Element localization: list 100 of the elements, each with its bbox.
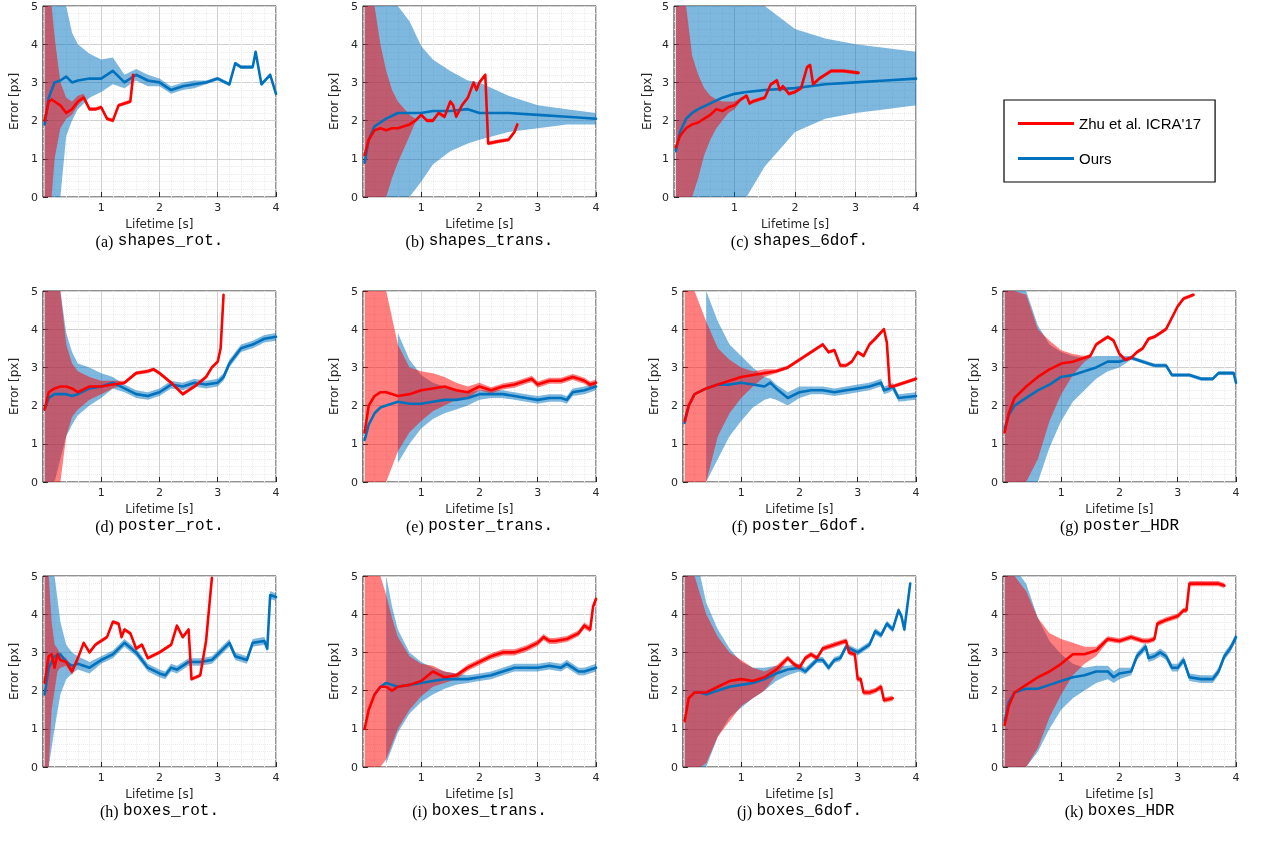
- text: (j) boxes_6dof.: [736, 802, 863, 821]
- y-tick-label: 3: [30, 75, 38, 89]
- x-tick-label: 3: [214, 201, 222, 214]
- x-tick-label: 2: [155, 201, 163, 214]
- x-tick-label: 4: [592, 201, 600, 214]
- line-series: [363, 385, 598, 442]
- x-tick-label: 2: [475, 201, 483, 214]
- y-tick-label: 2: [990, 684, 998, 698]
- y-tick-label: 0: [30, 190, 38, 204]
- x-axis-title: Lifetime [s]: [1085, 786, 1154, 801]
- y-axis-title: Error [px]: [967, 357, 981, 416]
- y-tick-label: 4: [662, 37, 669, 51]
- y-tick-label: 3: [30, 360, 38, 374]
- x-tick-label: 2: [795, 486, 803, 499]
- y-tick-label: 2: [350, 684, 358, 698]
- line-series: [1003, 582, 1226, 727]
- x-axis-title: Lifetime [s]: [765, 786, 834, 801]
- y-tick-label: 3: [990, 645, 998, 659]
- y-tick-label: 4: [350, 37, 358, 51]
- y-tick-label: 2: [350, 114, 358, 128]
- text: (e) poster_trans.: [405, 517, 554, 536]
- x-tick-label: 3: [854, 771, 862, 784]
- x-tick-label: 4: [912, 486, 920, 499]
- y-tick-label: 5: [990, 569, 998, 583]
- y-tick-label: 5: [350, 284, 358, 298]
- x-tick-label: 1: [417, 771, 425, 784]
- y-tick-label: 0: [350, 190, 358, 204]
- x-tick-label: 3: [1174, 486, 1182, 499]
- x-axis-title: Lifetime [s]: [445, 216, 514, 231]
- text: (g) poster_HDR: [1059, 517, 1180, 536]
- x-tick-label: 1: [1057, 771, 1065, 784]
- y-tick-label: 4: [670, 322, 678, 336]
- y-axis-title: Error [px]: [7, 72, 21, 131]
- x-tick-label: 1: [1057, 486, 1065, 499]
- x-tick-label: 4: [272, 771, 280, 784]
- y-tick-label: 2: [30, 684, 38, 698]
- x-tick-label: 1: [737, 486, 745, 499]
- y-tick-label: 2: [30, 114, 38, 128]
- y-tick-label: 0: [990, 760, 998, 774]
- x-axis-title: Lifetime [s]: [125, 501, 194, 516]
- y-tick-label: 1: [990, 437, 998, 451]
- y-tick-label: 0: [350, 475, 358, 489]
- line-series: [674, 63, 860, 149]
- y-tick-label: 0: [662, 190, 669, 204]
- line-series: [43, 73, 135, 122]
- y-tick-label: 4: [350, 607, 358, 621]
- x-tick-label: 2: [791, 201, 799, 214]
- text: (i) boxes_trans.: [412, 802, 547, 821]
- y-tick-label: 3: [350, 360, 358, 374]
- x-tick-label: 2: [795, 771, 803, 784]
- x-tick-label: 4: [592, 486, 600, 499]
- y-tick-label: 4: [30, 607, 38, 621]
- line-series: [363, 597, 598, 731]
- text: (c) shapes_6dof.: [730, 232, 869, 251]
- y-tick-label: 5: [670, 284, 678, 298]
- y-tick-label: 1: [350, 437, 358, 451]
- x-tick-label: 3: [852, 201, 859, 214]
- x-tick-label: 3: [534, 771, 542, 784]
- x-tick-label: 2: [475, 486, 483, 499]
- y-tick-label: 3: [350, 645, 358, 659]
- y-tick-label: 5: [670, 569, 678, 583]
- y-tick-label: 1: [670, 437, 678, 451]
- x-axis-title: Lifetime [s]: [125, 216, 194, 231]
- y-axis-title: Error [px]: [7, 357, 21, 416]
- line-series: [43, 576, 214, 685]
- y-tick-label: 0: [670, 760, 678, 774]
- y-tick-label: 0: [30, 760, 38, 774]
- y-tick-label: 2: [350, 399, 358, 413]
- x-tick-label: 4: [592, 771, 600, 784]
- x-axis-title: Lifetime [s]: [765, 501, 834, 516]
- y-tick-label: 2: [670, 399, 678, 413]
- x-tick-label: 2: [1115, 771, 1123, 784]
- x-axis-title: Lifetime [s]: [760, 216, 830, 231]
- text: (f) poster_6dof.: [731, 517, 868, 536]
- y-tick-label: 1: [30, 722, 38, 736]
- y-tick-label: 5: [30, 569, 38, 583]
- x-tick-label: 4: [912, 771, 920, 784]
- text: (b) shapes_trans.: [405, 232, 554, 251]
- x-tick-label: 3: [214, 486, 222, 499]
- y-tick-label: 4: [990, 322, 998, 336]
- x-tick-label: 4: [1232, 771, 1240, 784]
- y-tick-label: 4: [670, 607, 678, 621]
- x-tick-label: 1: [731, 201, 738, 214]
- y-axis-title: Error [px]: [7, 642, 21, 701]
- x-axis-title: Lifetime [s]: [1085, 501, 1154, 516]
- x-tick-label: 1: [417, 486, 425, 499]
- x-tick-label: 2: [1115, 486, 1123, 499]
- y-tick-label: 4: [350, 322, 358, 336]
- y-tick-label: 5: [30, 284, 38, 298]
- y-tick-label: 5: [30, 0, 38, 13]
- y-tick-label: 2: [662, 114, 669, 128]
- y-tick-label: 3: [30, 645, 38, 659]
- y-axis-title: Error [px]: [327, 357, 341, 416]
- y-tick-label: 4: [990, 607, 998, 621]
- x-tick-label: 3: [1174, 771, 1182, 784]
- line-series: [363, 375, 598, 434]
- x-tick-label: 2: [155, 486, 163, 499]
- x-tick-label: 1: [737, 771, 745, 784]
- x-tick-label: 4: [272, 486, 280, 499]
- y-tick-label: 3: [670, 645, 678, 659]
